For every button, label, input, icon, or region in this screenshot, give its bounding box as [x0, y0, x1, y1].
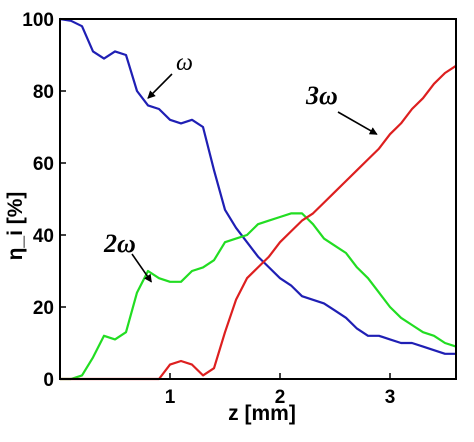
y-axis-label: η_i [%] [4, 192, 27, 261]
annotation-arrow [131, 253, 152, 283]
x-axis-label: z [mm] [228, 402, 296, 425]
x-tick-label: 1 [165, 387, 176, 408]
annotation-arrow [337, 111, 378, 135]
series-line-0 [59, 17, 456, 355]
y-tick-label: 20 [33, 298, 54, 319]
annotation-label: 2ω [103, 229, 136, 258]
y-tick-label: 60 [33, 154, 54, 175]
series-line-1 [60, 212, 457, 381]
plot-frame [59, 18, 457, 380]
annotation-arrow [147, 73, 173, 99]
y-tick-label: 40 [33, 226, 54, 247]
y-tick-label: 0 [43, 370, 54, 391]
annotation-label: ω [176, 50, 193, 76]
x-tick-label: 2 [275, 387, 286, 408]
annotation-label: 3ω [305, 81, 338, 110]
x-tick-label: 3 [385, 387, 396, 408]
y-tick-label: 100 [22, 10, 54, 31]
y-tick-label: 80 [33, 82, 54, 103]
